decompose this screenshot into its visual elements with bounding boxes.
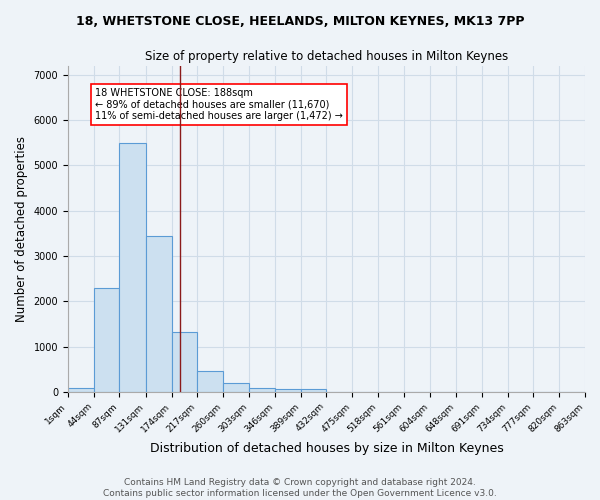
Text: Contains HM Land Registry data © Crown copyright and database right 2024.
Contai: Contains HM Land Registry data © Crown c… [103,478,497,498]
Bar [119,142,146,392]
Bar [301,390,326,392]
Bar [223,384,249,392]
X-axis label: Distribution of detached houses by size in Milton Keynes: Distribution of detached houses by size … [149,442,503,455]
Bar [68,388,94,392]
Title: Size of property relative to detached houses in Milton Keynes: Size of property relative to detached ho… [145,50,508,63]
Bar [172,332,197,392]
Bar [146,236,172,392]
Text: 18 WHETSTONE CLOSE: 188sqm
← 89% of detached houses are smaller (11,670)
11% of : 18 WHETSTONE CLOSE: 188sqm ← 89% of deta… [95,88,343,122]
Bar [275,390,301,392]
Bar [94,288,119,392]
Text: 18, WHETSTONE CLOSE, HEELANDS, MILTON KEYNES, MK13 7PP: 18, WHETSTONE CLOSE, HEELANDS, MILTON KE… [76,15,524,28]
Y-axis label: Number of detached properties: Number of detached properties [15,136,28,322]
Bar [249,388,275,392]
Bar [197,371,223,392]
